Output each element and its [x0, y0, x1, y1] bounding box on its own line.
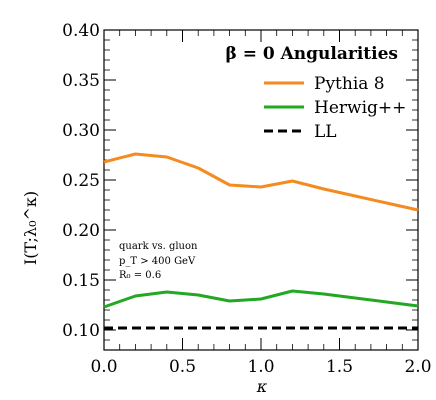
y-tick-label: 0.10 — [62, 321, 100, 341]
annotation-box: quark vs. gluon p_T > 400 GeV R₀ = 0.6 — [119, 241, 198, 281]
legend-label: Herwig++ — [314, 98, 406, 118]
annotation-sample: quark vs. gluon — [119, 241, 198, 252]
y-tick-label: 0.30 — [62, 121, 100, 141]
series-line-pythia-8 — [103, 152, 419, 212]
y-tick-label: 0.25 — [62, 171, 100, 191]
y-tick-label: 0.40 — [62, 21, 100, 41]
legend: β = 0 Angularities Pythia 8 Herwig++ LL — [226, 44, 407, 142]
y-tick-label: 0.20 — [62, 221, 100, 241]
x-tick-label: 1.5 — [326, 357, 353, 377]
x-axis-label: κ — [256, 377, 268, 396]
x-tick-label: 1.0 — [247, 357, 274, 377]
x-tick-label: 2.0 — [404, 357, 431, 377]
x-tick-label: 0.5 — [169, 357, 196, 377]
annotation-radius: R₀ = 0.6 — [119, 270, 161, 281]
y-axis-label: I(T;λ₀^κ) — [21, 191, 40, 265]
annotation-pt-cut: p_T > 400 GeV — [119, 256, 196, 267]
y-tick-label: 0.15 — [62, 271, 100, 291]
legend-label: Pythia 8 — [314, 74, 385, 94]
legend-label: LL — [314, 122, 337, 142]
y-tick-label: 0.35 — [62, 71, 100, 91]
series-line-herwig- — [103, 289, 419, 309]
legend-title: β = 0 Angularities — [226, 44, 399, 64]
x-tick-label: 0.0 — [90, 357, 117, 377]
